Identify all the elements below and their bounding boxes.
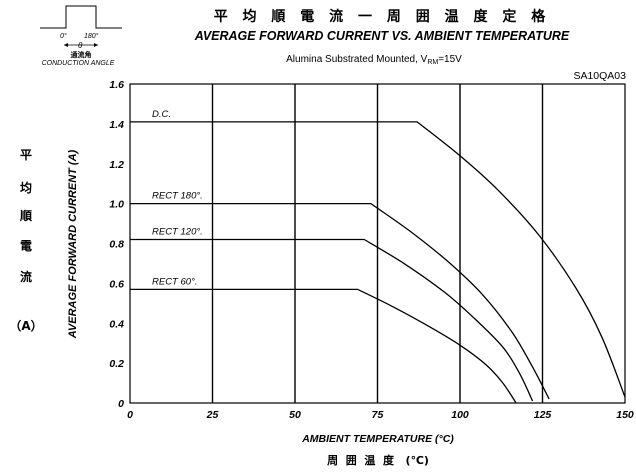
y-tick-label: 0.6 [109,278,124,290]
y-tick-label: 1.0 [109,199,124,211]
y-axis-label: AVERAGE FORWARD CURRENT (A) [67,149,79,339]
x-tick-label: 75 [372,409,384,421]
chart-title-cjk: 平 均 順 電 流 一 周 囲 温 度 定 格 [214,8,551,25]
y-axis-label-cjk-char: 電 [20,239,32,253]
series-lines [130,121,626,404]
x-tick-label: 50 [289,409,301,421]
chart-subtitle: Alumina Substrated Mounted, VRM=15V [286,54,462,66]
x-tick-labels: 0 25 50 75 100 125 150 [127,409,634,421]
subtitle-prefix: Alumina Substrated Mounted, V [286,54,428,65]
subtitle-suffix: =15V [438,54,462,65]
y-tick-label: 0.4 [109,318,124,330]
plot-frame [129,83,626,404]
chart-title: AVERAGE FORWARD CURRENT VS. AMBIENT TEMP… [194,29,570,43]
x-tick-label: 125 [534,409,552,421]
x-tick-label: 100 [451,409,469,421]
conduction-angle-inset: 0° 180° θ 通流角 CONDUCTION ANGLE [40,5,122,67]
series-line [130,238,534,402]
series-label: RECT 120°. [152,227,203,238]
series-line [130,121,626,398]
series-labels: D.C. RECT 180°. RECT 120°. RECT 60°. [152,109,203,287]
series-line [130,288,517,404]
subtitle-subscript: RM [427,59,438,66]
y-tick-label: 1.6 [109,79,124,91]
y-tick-label: 1.2 [109,159,124,171]
inset-label-0: 0° [60,32,67,40]
x-axis-label-cjk: 周 囲 温 度 (℃) [327,453,429,467]
y-tick-label: 0 [118,398,124,410]
y-tick-label: 0.2 [109,358,124,370]
series-line [130,202,550,400]
y-axis-label-cjk-char: 均 [20,180,32,195]
inset-label-theta: θ [78,41,83,50]
series-label: RECT 180°. [152,191,203,202]
y-tick-labels: 0 0.2 0.4 0.6 0.8 1.0 1.2 1.4 1.6 [109,79,124,410]
grid-lines [211,84,544,403]
y-axis-label-cjk-char: 流 [20,269,32,284]
series-label: D.C. [152,109,171,120]
pulse-waveform [40,5,122,29]
x-tick-label: 0 [127,409,133,421]
part-number: SA10QA03 [573,70,626,82]
series-label: RECT 60°. [152,276,198,287]
y-axis-label-cjk-char: 平 [20,148,32,162]
x-axis-label: AMBIENT TEMPERATURE (°C) [301,433,454,445]
y-axis-label-cjk-char: 順 [19,208,33,223]
y-tick-label: 1.4 [109,119,124,131]
inset-arrow-heads [64,43,98,47]
x-tick-label: 25 [206,409,219,421]
x-tick-label: 150 [616,409,634,421]
inset-label-180: 180° [84,32,99,40]
y-axis-label-cjk-char: （A） [9,318,42,333]
y-tick-label: 0.8 [109,239,124,251]
inset-label-cjk: 通流角 [71,50,92,59]
inset-label: CONDUCTION ANGLE [42,60,115,67]
